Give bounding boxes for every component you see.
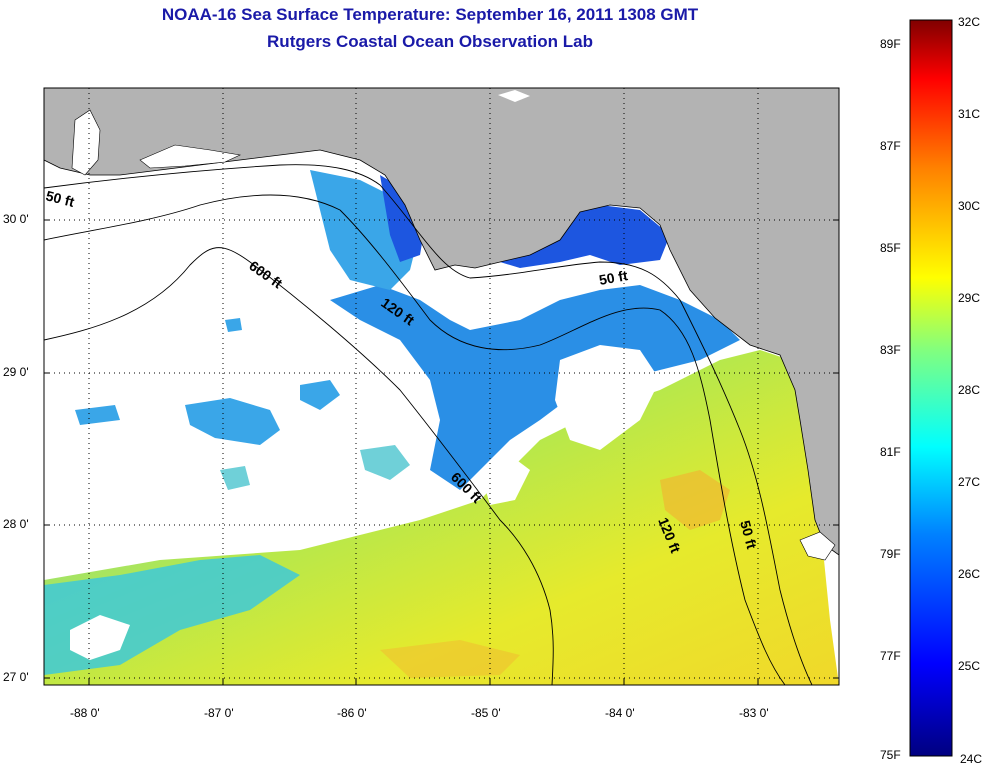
orange-warm-patch	[660, 470, 730, 530]
lon-label-87: -87 0'	[204, 706, 234, 720]
colorbar-c-32: 32C	[958, 15, 981, 29]
colorbar-c-26: 26C	[958, 567, 981, 581]
lat-label-28: 28 0'	[3, 517, 29, 531]
lat-label-29: 29 0'	[3, 365, 29, 379]
offshore-blob-1	[185, 398, 280, 445]
axis-ticks	[44, 219, 839, 685]
colorbar-c-30: 30C	[958, 199, 981, 213]
cloud-patch-shelf-2	[480, 455, 530, 505]
pensacola-bay	[139, 144, 242, 169]
shelf-cool-water	[330, 285, 740, 490]
lon-label-88: -88 0'	[70, 706, 100, 720]
colorbar-f-79: 79F	[880, 547, 901, 561]
contour-label-50ft-west: 50 ft	[44, 187, 76, 210]
offshore-blob-5	[75, 405, 120, 425]
colorbar-f-89: 89F	[880, 37, 901, 51]
land-mass	[44, 88, 839, 556]
lon-label-83: -83 0'	[739, 706, 769, 720]
mobile-bay	[71, 109, 101, 176]
nearshore-cold-water	[500, 205, 670, 268]
colorbar	[909, 19, 953, 757]
colorbar-f-75: 75F	[880, 748, 901, 762]
colorbar-f-81: 81F	[880, 445, 901, 459]
colorbar-c-29: 29C	[958, 291, 981, 305]
colorbar-c-31: 31C	[958, 107, 981, 121]
orange-warm-patch-2	[380, 640, 520, 678]
colorbar-f-87: 87F	[880, 139, 901, 153]
lat-label-27: 27 0'	[3, 670, 29, 684]
colorbar-c-28: 28C	[958, 383, 981, 397]
map-title: NOAA-16 Sea Surface Temperature: Septemb…	[161, 5, 699, 24]
contour-label-50ft-south: 50 ft	[737, 519, 760, 551]
cloud-patch-shelf	[555, 345, 660, 450]
offshore-blob-4	[220, 466, 250, 490]
panhandle-cold-water	[380, 175, 425, 262]
offshore-blob-3	[360, 445, 410, 480]
tampa-bay	[799, 531, 836, 561]
contour-label-50ft-east: 50 ft	[598, 267, 629, 288]
inland-lake	[498, 90, 530, 102]
colorbar-f-83: 83F	[880, 343, 901, 357]
colorbar-c-25: 25C	[958, 659, 981, 673]
lon-label-85: -85 0'	[471, 706, 501, 720]
lon-label-84: -84 0'	[605, 706, 635, 720]
map-subtitle: Rutgers Coastal Ocean Observation Lab	[267, 32, 593, 51]
colorbar-c-24: 24C	[960, 752, 983, 766]
colorbar-f-85: 85F	[880, 241, 901, 255]
colorbar-c-27: 27C	[958, 475, 981, 489]
lon-label-86: -86 0'	[337, 706, 367, 720]
lat-label-30: 30 0'	[3, 212, 29, 226]
contour-50ft	[44, 164, 813, 685]
map-border	[43, 87, 840, 686]
offshore-blob-6	[225, 318, 242, 332]
contour-120ft	[44, 194, 786, 685]
offshore-blob-2	[300, 380, 340, 410]
colorbar-f-77: 77F	[880, 649, 901, 663]
contour-600ft	[44, 247, 554, 685]
cloud-patch-sw	[70, 615, 130, 660]
